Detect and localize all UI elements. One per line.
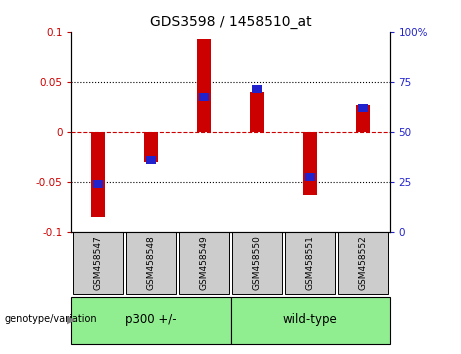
Text: GSM458549: GSM458549 xyxy=(200,235,208,290)
Bar xyxy=(252,85,262,93)
Text: GSM458550: GSM458550 xyxy=(253,235,261,290)
Bar xyxy=(305,173,315,181)
Bar xyxy=(337,232,389,294)
Bar xyxy=(303,132,317,195)
Bar xyxy=(144,132,158,162)
Bar xyxy=(358,104,368,112)
Bar xyxy=(72,232,124,294)
Bar xyxy=(231,232,283,294)
Bar xyxy=(197,39,211,132)
Text: p300 +/-: p300 +/- xyxy=(125,313,177,326)
Bar xyxy=(284,232,336,294)
Bar xyxy=(93,179,103,188)
Bar xyxy=(230,297,390,344)
Text: GSM458548: GSM458548 xyxy=(147,235,155,290)
Bar xyxy=(250,92,264,132)
Bar xyxy=(146,156,156,164)
Text: GSM458551: GSM458551 xyxy=(306,235,314,290)
Title: GDS3598 / 1458510_at: GDS3598 / 1458510_at xyxy=(150,16,311,29)
Bar xyxy=(71,297,230,344)
Text: wild-type: wild-type xyxy=(283,313,337,326)
Bar xyxy=(356,105,370,132)
Bar xyxy=(125,232,177,294)
Text: genotype/variation: genotype/variation xyxy=(5,314,97,324)
Text: GSM458552: GSM458552 xyxy=(359,235,367,290)
Bar xyxy=(199,93,209,101)
Bar xyxy=(178,232,230,294)
Text: GSM458547: GSM458547 xyxy=(94,235,102,290)
Text: ▶: ▶ xyxy=(67,314,75,324)
Bar xyxy=(91,132,105,217)
